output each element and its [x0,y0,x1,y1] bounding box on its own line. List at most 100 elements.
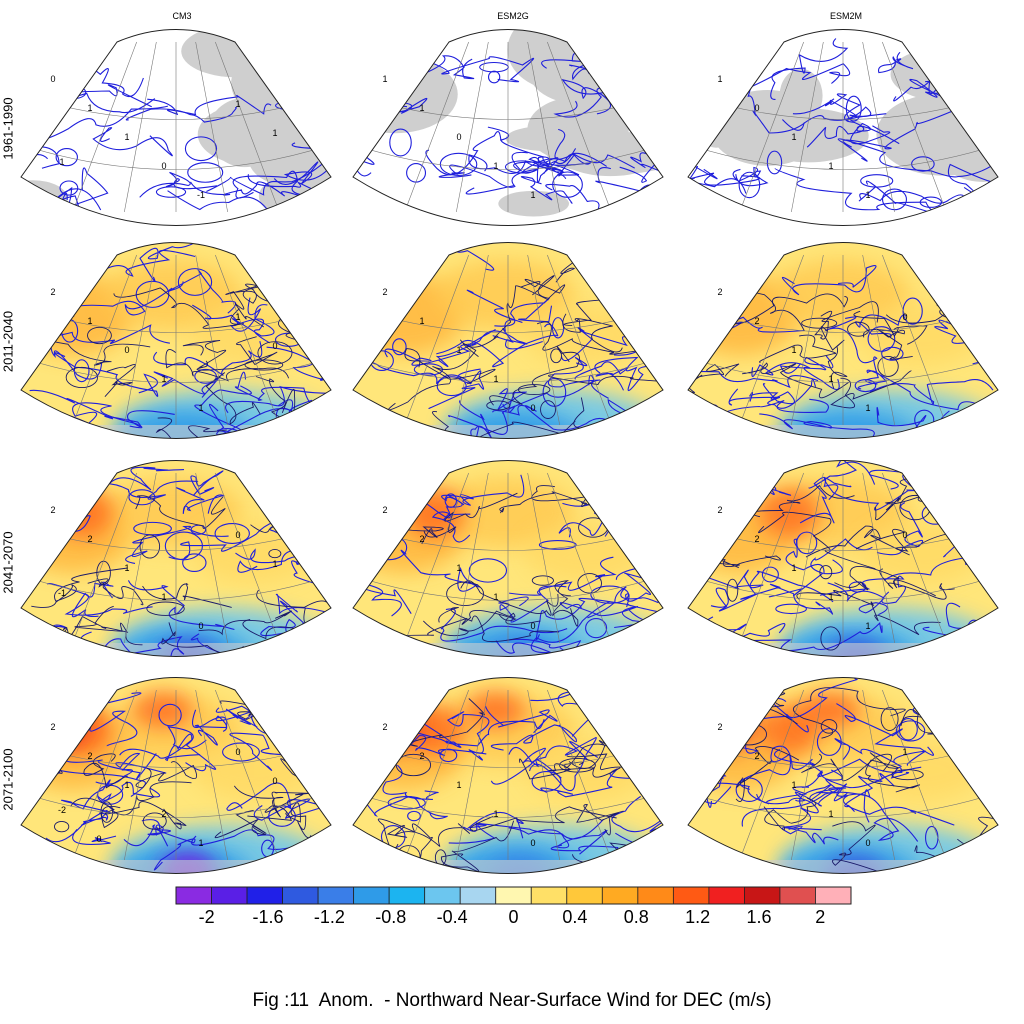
colorbar-tick-label: 1.2 [685,907,711,927]
colorbar-swatch [637,886,674,905]
map-panel-esm2g-2041-2070: 2 2 1 1 0 [352,460,664,657]
colorbar-tick-label: 2 [815,907,826,927]
map-panel-esm2g-2011-2040: 2 1 1 1 0 [352,242,664,439]
contour-label: 2 [754,316,759,326]
contour-label: 2 [382,505,387,515]
colorbar-swatch [246,886,283,905]
contour-label: 1 [235,99,240,109]
map-panel-esm2m-2011-2040: 2 2 1 1 1 0 [687,242,999,439]
colorbar [175,886,852,905]
contour-label: 1 [530,190,535,200]
map-panel-cm3-2071-2100: 2 2 1 2 1 0 0 -2 0 [20,677,332,874]
colorbar-tick-label: -2 [198,907,215,927]
contour-label: 1 [87,103,92,113]
contour-label: 1 [419,103,424,113]
colorbar-swatch [708,886,745,905]
map-panel-cm3-1961-1990: 0 1 1 0 -1 1 1 1 [20,29,332,226]
contour-label: 0 [235,747,240,757]
map-panel-esm2g-2071-2100: 2 2 1 1 0 [352,677,664,874]
contour-label: 1 [828,374,833,384]
colorbar-swatch [601,886,639,905]
contour-label: 1 [456,563,461,573]
contour-label: 0 [754,103,759,113]
contour-label: 0 [198,621,203,631]
contour-label: 2 [717,505,722,515]
contour-label: 1 [124,563,129,573]
contour-label: 0 [865,838,870,848]
contour-label: 1 [865,621,870,631]
colorbar-swatch [815,886,852,905]
contour-label: 1 [828,809,833,819]
contour-label: 2 [717,287,722,297]
contour-label: 2 [87,534,92,544]
contour-label: 1 [198,403,203,413]
contour-label: 1 [493,592,498,602]
contour-label: 2 [161,809,166,819]
contour-label: 1 [493,374,498,384]
colorbar-swatch [211,886,248,905]
colorbar-swatch [424,886,461,905]
map-panel-esm2m-2071-2100: 2 2 1 1 0 1 [687,677,999,874]
map-panel-esm2g-1961-1990: 1 1 0 1 1 [352,29,664,226]
contour-label: 2 [50,287,55,297]
contour-label: 1 [124,780,129,790]
colorbar-tick-label: 0.8 [623,907,649,927]
contour-label: 0 [50,74,55,84]
contour-label: 1 [161,374,166,384]
colorbar-tick-label: -1.6 [252,907,284,927]
contour-label: 0 [902,312,907,322]
contour-label: 1 [493,161,498,171]
map-panel-esm2m-2041-2070: 2 2 1 1 1 0 [687,460,999,657]
contour-label: 0 [161,161,166,171]
colorbar-tick-label: -1.2 [313,907,345,927]
contour-label: 0 [530,403,535,413]
figure-caption: Fig :11 Anom. - Northward Near-Surface W… [252,990,772,1011]
colorbar-tick-label: 0.4 [562,907,588,927]
contour-label: 1 [791,132,796,142]
contour-label: 1 [493,809,498,819]
contour-label: 0 [235,530,240,540]
column-title-esm2m: ESM2M [829,11,862,21]
contour-label: 1 [272,559,277,569]
contour-label: 1 [419,316,424,326]
colorbar-swatch [317,886,355,905]
contour-label: 1 [161,592,166,602]
colorbar-swatch [175,886,212,905]
column-title-cm3: CM3 [172,11,192,21]
colorbar-swatch [744,886,781,905]
contour-label: 1 [791,345,796,355]
contour-label: 2 [717,722,722,732]
contour-label: 2 [754,534,759,544]
contour-label: 2 [382,287,387,297]
colorbar-swatch [282,886,319,905]
colorbar-swatch [495,886,532,905]
contour-label: 1 [456,780,461,790]
colorbar-swatch [459,886,497,905]
contour-label: 1 [828,161,833,171]
contour-label: 2 [754,751,759,761]
contour-label: 2 [50,722,55,732]
colorbar-swatch [530,886,568,905]
contour-label: -2 [58,805,66,815]
contour-label: -1 [58,588,66,598]
contour-label: 1 [865,190,870,200]
contour-label: 0 [456,132,461,142]
colorbar-swatch [779,886,816,905]
colorbar-swatch [566,886,603,905]
contour-label: 1 [198,838,203,848]
contour-label: 2 [382,722,387,732]
contour-label: 1 [235,312,240,322]
contour-label: 1 [791,780,796,790]
map-panel-esm2m-1961-1990: 1 0 1 1 1 [687,29,999,226]
colorbar-swatch [353,886,390,905]
map-panel-cm3-2011-2040: 2 1 0 1 1 1 0 [20,242,332,439]
colorbar-tick-label: -0.8 [375,907,407,927]
contour-label: 2 [87,751,92,761]
contour-label: 0 [96,834,101,844]
map-panels: 0 1 1 0 -1 1 1 1 1 1 0 1 1 1 0 1 1 1 2 1 0 1 1 1 0 2 1 1 1 0 2 2 1 1 1 0 2 2 1… [20,29,999,874]
contour-label: 1 [124,132,129,142]
colorbar-swatch [672,886,710,905]
contour-label: 1 [382,74,387,84]
contour-label: 1 [272,128,277,138]
